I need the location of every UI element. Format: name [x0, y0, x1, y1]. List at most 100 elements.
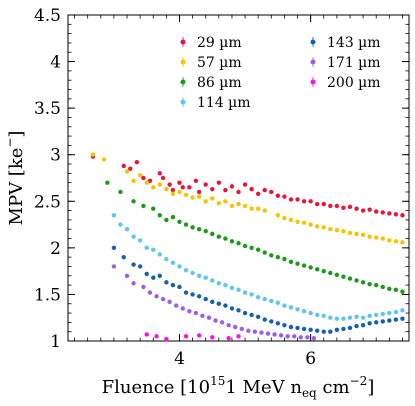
- data-point: [164, 280, 169, 285]
- data-point: [216, 234, 222, 239]
- x-axis-title-unit: cm: [317, 377, 350, 398]
- data-point: [288, 324, 294, 330]
- data-point: [314, 328, 320, 333]
- data-point: [374, 282, 379, 288]
- data-point: [400, 316, 405, 321]
- data-point: [157, 171, 163, 176]
- series-1: [90, 152, 405, 245]
- data-point: [124, 169, 130, 174]
- data-point: [380, 210, 385, 215]
- y-tick-label: 3.5: [34, 99, 61, 119]
- data-point: [203, 182, 208, 187]
- legend-label: 143 µm: [327, 35, 381, 51]
- data-point: [374, 312, 379, 318]
- data-point: [347, 230, 353, 236]
- data-point: [393, 239, 399, 244]
- data-point: [387, 318, 392, 323]
- y-tick-label: 4.5: [34, 6, 61, 26]
- data-point: [367, 321, 372, 326]
- data-point: [387, 286, 392, 292]
- data-point: [308, 327, 313, 333]
- data-point: [147, 290, 153, 295]
- data-point: [90, 152, 96, 157]
- data-point: [380, 284, 385, 290]
- data-point: [269, 319, 274, 324]
- plot-frame: [67, 14, 410, 342]
- data-point: [314, 312, 320, 318]
- data-point: [210, 299, 215, 305]
- data-point: [252, 329, 258, 334]
- legend: 29 µm 57 µm 86 µm 114 µm 143 µm 171 µm 200 µm: [180, 35, 381, 111]
- data-point: [347, 315, 353, 320]
- data-point: [367, 234, 372, 239]
- data-point: [124, 227, 130, 232]
- data-point: [190, 195, 195, 200]
- data-point: [216, 281, 222, 286]
- x-axis-title-unit-sup: −2: [350, 374, 368, 388]
- data-point: [223, 282, 228, 288]
- data-point: [170, 191, 176, 197]
- data-point: [118, 189, 123, 195]
- data-point: [203, 228, 208, 234]
- data-point: [131, 281, 136, 286]
- data-point: [341, 205, 346, 211]
- data-point: [111, 264, 117, 269]
- data-point: [380, 319, 385, 324]
- legend-label: 114 µm: [197, 95, 251, 111]
- data-point: [262, 296, 267, 302]
- data-point: [144, 180, 149, 185]
- data-point: [262, 208, 267, 213]
- data-point: [236, 201, 241, 207]
- legend-marker: [180, 39, 186, 45]
- data-point: [278, 333, 284, 338]
- y-tick-label: 3: [50, 146, 61, 166]
- data-point: [292, 334, 297, 339]
- data-point: [213, 318, 218, 323]
- data-point: [210, 278, 215, 283]
- data-point: [393, 309, 399, 315]
- data-point: [236, 241, 241, 246]
- data-point: [374, 235, 379, 240]
- data-point: [137, 238, 143, 243]
- data-point: [236, 189, 241, 195]
- data-point: [295, 261, 300, 266]
- data-point: [216, 180, 222, 185]
- data-point: [183, 290, 189, 295]
- data-point: [269, 189, 274, 195]
- data-point: [301, 326, 307, 332]
- data-point: [328, 270, 333, 276]
- data-point: [131, 178, 136, 183]
- data-point: [400, 240, 405, 245]
- data-point: [196, 273, 202, 278]
- data-point: [124, 273, 130, 278]
- data-point: [137, 173, 143, 178]
- data-point: [105, 180, 110, 185]
- data-point: [374, 209, 379, 214]
- data-point: [134, 159, 140, 165]
- data-point: [242, 243, 248, 249]
- data-point: [229, 285, 235, 291]
- y-axis-title: MPV [ke−]: [3, 131, 27, 226]
- data-point: [380, 311, 385, 317]
- x-tick-label: 4: [174, 349, 185, 369]
- data-point: [308, 222, 313, 227]
- data-point: [131, 234, 136, 239]
- data-point: [265, 331, 271, 336]
- data-point: [298, 335, 303, 340]
- legend-label: 57 µm: [197, 55, 242, 71]
- data-point: [226, 322, 231, 328]
- data-point: [137, 264, 143, 269]
- data-point: [157, 273, 163, 278]
- data-point: [157, 182, 163, 187]
- legend-marker: [180, 99, 186, 105]
- data-point: [341, 326, 346, 332]
- x-axis-title-close: ]: [367, 377, 374, 398]
- data-point: [223, 236, 228, 241]
- data-point: [308, 310, 313, 316]
- data-point: [236, 334, 241, 339]
- data-point: [301, 263, 307, 268]
- x-axis-title-tail: 1 MeV n: [225, 377, 302, 398]
- data-point: [321, 313, 326, 319]
- data-point: [305, 335, 310, 340]
- data-point: [229, 184, 235, 189]
